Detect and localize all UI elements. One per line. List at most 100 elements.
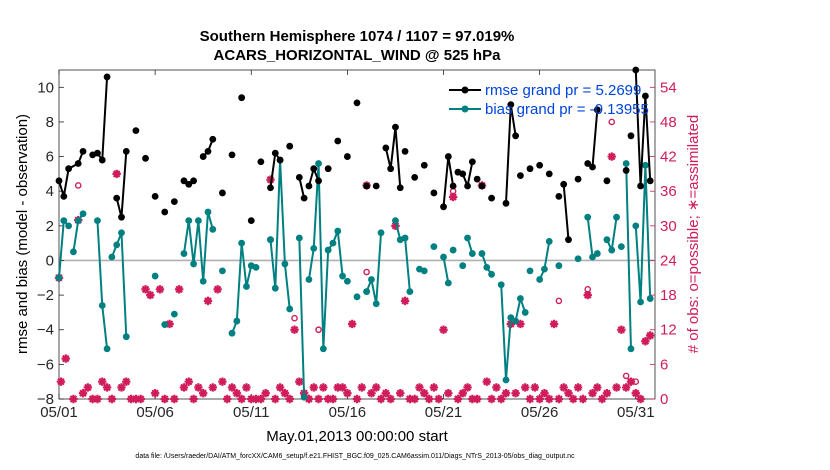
rmse-point xyxy=(512,132,520,140)
rmse-point xyxy=(132,127,140,135)
rmse-point xyxy=(228,151,236,159)
rmse-point xyxy=(310,165,318,173)
bias-point xyxy=(209,225,217,233)
obs-assimilated-marker xyxy=(314,394,323,404)
bias-point xyxy=(420,267,428,275)
obs-assimilated-marker xyxy=(588,389,597,398)
obs-assimilated-marker xyxy=(631,389,640,398)
y-tick-label: −8 xyxy=(37,391,54,408)
bias-line xyxy=(110,232,128,337)
obs-possible-marker xyxy=(622,372,630,380)
obs-assimilated-marker xyxy=(372,383,381,392)
obs-assimilated-marker xyxy=(88,394,97,404)
obs-assimilated-marker xyxy=(487,394,496,404)
rmse-point xyxy=(122,147,130,155)
obs-assimilated-marker xyxy=(295,377,304,386)
rmse-point xyxy=(641,92,649,100)
bias-point xyxy=(185,217,193,225)
rmse-point xyxy=(565,236,572,244)
bias-line xyxy=(625,163,632,349)
bias-point xyxy=(449,246,457,254)
obs-assimilated-marker xyxy=(98,377,107,386)
obs-assimilated-marker xyxy=(213,285,222,294)
bias-point xyxy=(603,236,611,244)
y-tick-label: 10 xyxy=(37,79,54,96)
obs-assimilated-marker xyxy=(343,389,352,398)
obs-assimilated-marker xyxy=(174,285,184,294)
bias-point xyxy=(608,246,616,254)
rmse-point xyxy=(74,160,82,167)
legend-rmse-label: rmse grand pr = 5.2699 xyxy=(485,82,641,99)
obs-assimilated-marker xyxy=(434,394,443,404)
obs-assimilated-marker xyxy=(323,394,333,404)
legend-bias-label: bias grand pr = -0.13955 xyxy=(485,101,649,118)
y-right-tick-label: 48 xyxy=(660,114,677,131)
rmse-point xyxy=(142,154,149,162)
rmse-point xyxy=(536,161,544,169)
obs-assimilated-marker xyxy=(400,296,410,306)
obs-possible-marker xyxy=(555,297,563,305)
obs-assimilated-marker xyxy=(564,389,573,398)
obs-assimilated-marker xyxy=(530,383,540,392)
x-tick-label: 05/16 xyxy=(329,404,367,421)
obs-possible-marker xyxy=(113,170,120,178)
rmse-point xyxy=(161,208,169,216)
chart-title: Southern Hemisphere 1074 / 1107 = 97.019… xyxy=(200,28,515,45)
rmse-point xyxy=(305,182,313,190)
rmse-point xyxy=(238,94,246,102)
bias-point xyxy=(70,248,77,256)
obs-assimilated-marker xyxy=(184,377,193,386)
rmse-point xyxy=(324,165,332,173)
x-tick-label: 05/21 xyxy=(425,404,463,421)
y-tick-label: −2 xyxy=(37,287,54,304)
obs-assimilated-marker xyxy=(386,394,395,404)
rmse-point xyxy=(199,153,207,160)
obs-assimilated-marker xyxy=(126,394,136,404)
bias-point xyxy=(637,298,644,306)
rmse-point xyxy=(468,158,476,166)
rmse-point xyxy=(185,180,193,188)
obs-assimilated-marker xyxy=(641,337,650,346)
rmse-point xyxy=(295,173,303,181)
bias-point xyxy=(60,217,68,225)
obs-assimilated-marker xyxy=(597,394,607,404)
obs-assimilated-marker xyxy=(319,383,328,392)
bias-point xyxy=(483,264,491,271)
obs-assimilated-marker xyxy=(617,325,626,334)
rmse-point xyxy=(392,123,399,131)
obs-assimilated-marker xyxy=(429,383,439,392)
obs-assimilated-marker xyxy=(208,383,218,392)
obs-assimilated-marker xyxy=(165,319,174,329)
y-right-tick-label: 54 xyxy=(660,79,677,96)
rmse-point xyxy=(372,182,380,190)
obs-assimilated-marker xyxy=(242,383,251,392)
bias-point xyxy=(228,329,236,337)
y-right-tick-label: 36 xyxy=(660,183,677,200)
bias-point xyxy=(353,293,361,301)
rmse-point xyxy=(637,182,644,190)
bias-point xyxy=(252,264,260,271)
rmse-point xyxy=(79,147,87,155)
rmse-point xyxy=(545,170,553,178)
obs-assimilated-marker xyxy=(458,389,467,398)
y-right-tick-label: 6 xyxy=(660,356,668,373)
obs-assimilated-marker xyxy=(367,389,376,398)
rmse-point xyxy=(271,149,279,157)
bias-line xyxy=(298,237,306,398)
bias-point xyxy=(334,227,342,235)
y-tick-label: 8 xyxy=(46,114,54,131)
obs-assimilated-marker xyxy=(227,383,237,392)
bias-point xyxy=(555,262,563,270)
rmse-point xyxy=(627,132,635,140)
y-axis-label: rmse and bias (model - observation) xyxy=(14,114,31,354)
obs-assimilated-marker xyxy=(444,389,453,398)
obs-assimilated-marker xyxy=(453,394,463,404)
bias-point xyxy=(526,267,534,275)
rmse-point xyxy=(440,203,447,211)
rmse-point xyxy=(247,217,255,225)
rmse-point xyxy=(118,213,125,221)
y-tick-label: −4 xyxy=(37,322,54,339)
bias-point xyxy=(641,161,649,169)
bias-line xyxy=(634,165,652,303)
rmse-point xyxy=(584,160,592,167)
